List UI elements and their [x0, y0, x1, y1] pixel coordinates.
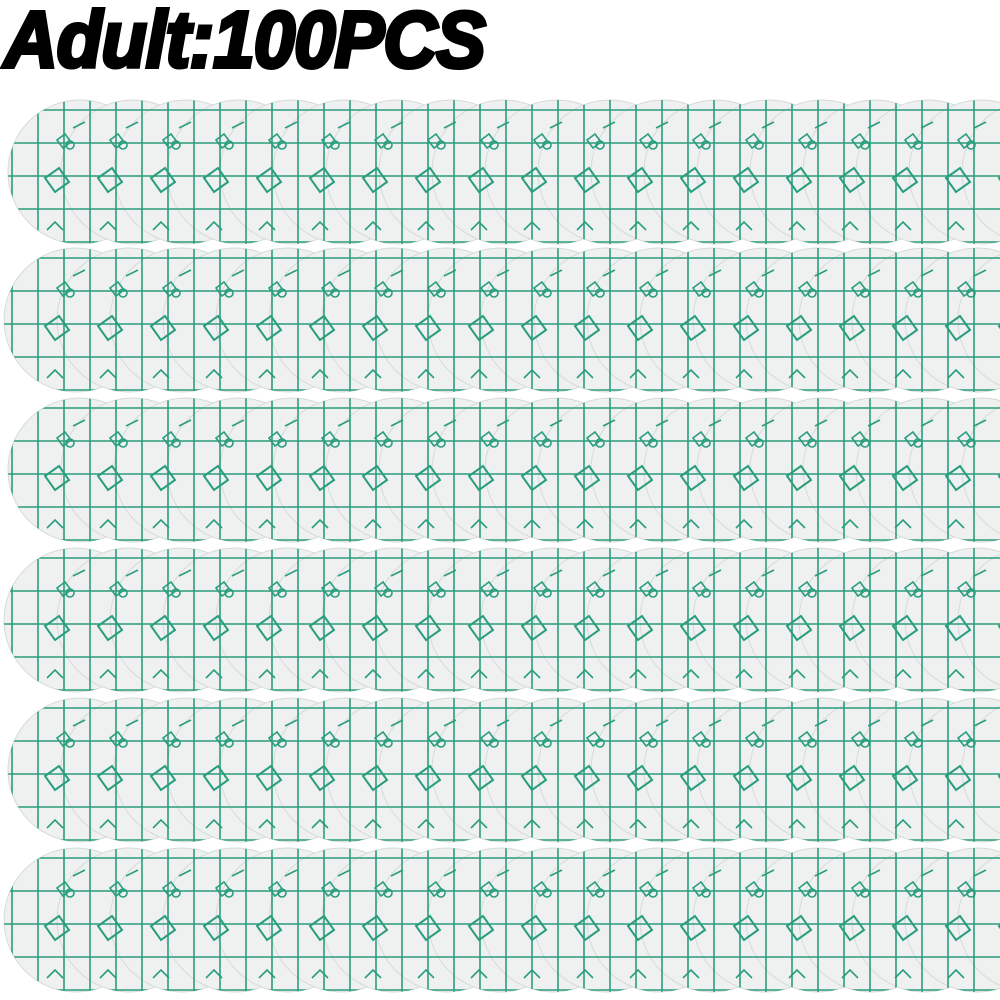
patch — [957, 854, 1000, 986]
product-title: Adult:100PCS — [2, 0, 487, 86]
patch — [957, 554, 1000, 686]
patch-row — [3, 247, 1000, 393]
patch-row — [3, 547, 1000, 693]
grid-lines — [4, 548, 1000, 692]
grid-lines — [4, 248, 1000, 392]
grid-lines — [8, 398, 1000, 542]
patch — [957, 254, 1000, 386]
grid-lines — [4, 848, 1000, 992]
grid-lines — [8, 100, 1000, 244]
